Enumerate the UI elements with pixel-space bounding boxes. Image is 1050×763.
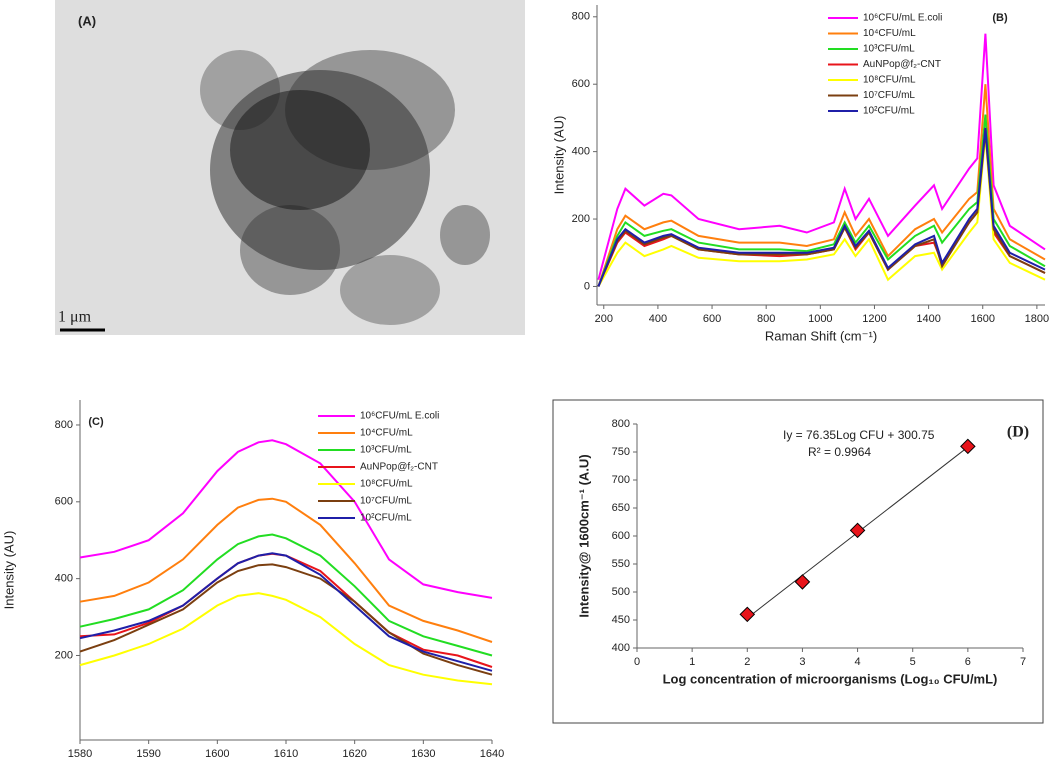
- series-line: [79, 563, 493, 676]
- legend-label: 10²CFU/mL: [863, 106, 915, 117]
- x-tick-label: 2: [744, 656, 750, 668]
- panel-label: (A): [78, 13, 96, 28]
- x-tick-label: 1590: [136, 748, 160, 760]
- panel-label: (B): [992, 12, 1008, 24]
- x-tick-label: 7: [1020, 656, 1026, 668]
- y-tick-label: 800: [612, 418, 630, 430]
- legend-label: 10⁴CFU/mL: [360, 428, 413, 439]
- x-tick-label: 600: [703, 313, 721, 325]
- y-tick-label: 600: [612, 530, 630, 542]
- x-tick-label: 1: [689, 656, 695, 668]
- point: [739, 606, 756, 623]
- legend-label: 10⁷CFU/mL: [360, 496, 412, 507]
- y-tick-label: 400: [572, 146, 590, 158]
- y-tick-label: 0: [584, 280, 590, 292]
- y-tick-label: 800: [55, 419, 73, 431]
- y-tick-label: 550: [612, 558, 630, 570]
- r-squared: R² = 0.9964: [808, 445, 871, 459]
- x-axis-label: Log concentration of microorganisms (Log…: [663, 671, 998, 686]
- x-tick-label: 1600: [205, 748, 229, 760]
- blob: [440, 205, 490, 265]
- series-line: [79, 497, 493, 643]
- series-line: [79, 592, 493, 686]
- x-tick-label: 400: [649, 313, 667, 325]
- x-tick-label: 1200: [862, 313, 886, 325]
- series-line: [597, 33, 1046, 280]
- x-tick-label: 1400: [916, 313, 940, 325]
- y-tick-label: 800: [572, 11, 590, 23]
- x-tick-label: 4: [855, 656, 861, 668]
- x-tick-label: 200: [595, 313, 613, 325]
- blob: [340, 255, 440, 325]
- y-axis-label: Intensity@ 1600cm⁻¹ (A.U): [576, 454, 591, 617]
- legend-label: 10³CFU/mL: [360, 445, 412, 456]
- aggregate: [230, 90, 370, 210]
- scale-bar-label: 1 μm: [58, 309, 92, 326]
- y-tick-label: 400: [55, 573, 73, 585]
- legend-label: 10⁸CFU/mL: [360, 479, 413, 490]
- panel-label: (C): [88, 416, 104, 428]
- x-tick-label: 1580: [68, 748, 92, 760]
- panel-label: (D): [1007, 424, 1029, 441]
- x-tick-label: 1610: [274, 748, 298, 760]
- point: [794, 574, 811, 590]
- legend-label: AuNPop@f₂-CNT: [863, 59, 941, 70]
- equation: Iy = 76.35Log CFU + 300.75: [783, 428, 935, 442]
- x-axis-label: Raman Shift (cm⁻¹): [765, 328, 877, 343]
- y-tick-label: 200: [572, 213, 590, 225]
- micrograph: (A) 1 μm: [55, 0, 525, 335]
- x-tick-label: 5: [910, 656, 916, 668]
- legend-label: 10²CFU/mL: [360, 513, 412, 524]
- y-tick-label: 600: [55, 496, 73, 508]
- x-tick-label: 1640: [480, 748, 504, 760]
- y-tick-label: 600: [572, 78, 590, 90]
- x-tick-label: 1000: [808, 313, 832, 325]
- y-tick-label: 650: [612, 502, 630, 514]
- y-tick-label: 450: [612, 614, 630, 626]
- legend-label: 10⁷CFU/mL: [863, 90, 915, 101]
- x-tick-label: 1620: [342, 748, 366, 760]
- x-tick-label: 3: [799, 656, 805, 668]
- series-line: [597, 127, 1046, 287]
- legend-label: 10⁴CFU/mL: [863, 28, 916, 39]
- point: [960, 438, 976, 455]
- x-tick-label: 0: [634, 656, 640, 668]
- x-tick-label: 800: [757, 313, 775, 325]
- legend-label: AuNPop@f₂-CNT: [360, 462, 438, 473]
- panel-d-frame: [552, 399, 1044, 724]
- y-tick-label: 500: [612, 586, 630, 598]
- legend-label: 10⁶CFU/mL E.coli: [863, 13, 942, 24]
- point: [849, 522, 866, 539]
- series-line: [79, 439, 493, 599]
- y-tick-label: 750: [612, 446, 630, 458]
- y-axis-label: Intensity (AU): [551, 116, 566, 195]
- y-tick-label: 400: [612, 642, 630, 654]
- y-axis-label: Intensity (AU): [1, 531, 16, 610]
- series-line: [597, 84, 1046, 287]
- y-tick-label: 700: [612, 474, 630, 486]
- legend-label: 10⁸CFU/mL: [863, 75, 916, 86]
- series-line: [79, 552, 493, 672]
- series-line: [79, 533, 493, 657]
- x-tick-label: 1800: [1025, 313, 1049, 325]
- y-tick-label: 200: [55, 649, 73, 661]
- x-tick-label: 1600: [970, 313, 994, 325]
- legend-label: 10⁶CFU/mL E.coli: [360, 411, 439, 422]
- x-tick-label: 1630: [411, 748, 435, 760]
- legend-label: 10³CFU/mL: [863, 44, 915, 55]
- x-tick-label: 6: [965, 656, 971, 668]
